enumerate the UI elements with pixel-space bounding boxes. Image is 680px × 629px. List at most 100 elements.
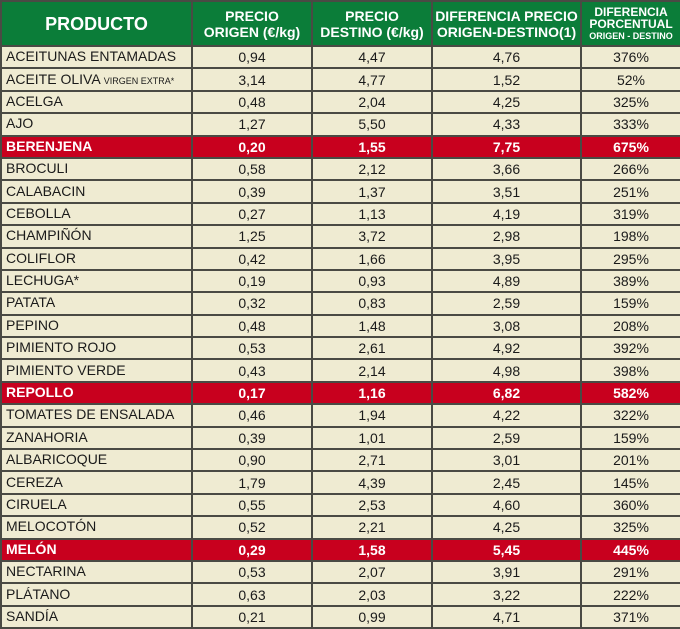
price-difference: 4,89 <box>431 268 582 294</box>
table-row: LECHUGA* 0,19 0,93 4,89 389% <box>0 268 680 294</box>
destination-price: 2,12 <box>311 156 433 182</box>
origin-price: 0,48 <box>191 313 313 339</box>
destination-price: 1,16 <box>311 380 433 406</box>
origin-price: 0,20 <box>191 134 313 159</box>
percent-difference: 392% <box>580 336 680 361</box>
price-difference: 4,25 <box>431 89 582 115</box>
header-destination-price: PRECIO DESTINO (€/kg) <box>311 0 433 47</box>
price-difference: 3,95 <box>431 246 582 271</box>
table-row: ACELGA 0,48 2,04 4,25 325% <box>0 89 680 115</box>
product-name: LECHUGA* <box>0 268 193 294</box>
price-difference: 4,92 <box>431 336 582 361</box>
destination-price: 4,39 <box>311 470 433 495</box>
origin-price: 0,39 <box>191 425 313 451</box>
origin-price: 0,43 <box>191 358 313 383</box>
percent-difference: 52% <box>580 67 680 92</box>
origin-price: 0,27 <box>191 201 313 227</box>
origin-price: 0,90 <box>191 448 313 473</box>
price-difference: 4,76 <box>431 44 582 70</box>
header-origin-price: PRECIO ORIGEN (€/kg) <box>191 0 313 47</box>
destination-price: 2,03 <box>311 582 433 607</box>
table-row: ZANAHORIA 0,39 1,01 2,59 159% <box>0 425 680 451</box>
product-name: ZANAHORIA <box>0 425 193 451</box>
table-row: BERENJENA 0,20 1,55 7,75 675% <box>0 134 680 159</box>
percent-difference: 222% <box>580 582 680 607</box>
price-difference: 3,01 <box>431 448 582 473</box>
table-row: CHAMPIÑÓN 1,25 3,72 2,98 198% <box>0 224 680 249</box>
destination-price: 0,93 <box>311 268 433 294</box>
price-difference: 2,98 <box>431 224 582 249</box>
price-difference: 4,25 <box>431 515 582 540</box>
percent-difference: 208% <box>580 313 680 339</box>
destination-price: 1,58 <box>311 537 433 563</box>
header-row: PRODUCTO PRECIO ORIGEN (€/kg) PRECIO DESTI… <box>0 0 680 47</box>
price-difference: 2,59 <box>431 291 582 316</box>
table-row: SANDÍA 0,21 0,99 4,71 371% <box>0 604 680 629</box>
product-name: PIMIENTO ROJO <box>0 336 193 361</box>
percent-difference: 333% <box>580 112 680 137</box>
origin-price: 0,17 <box>191 380 313 406</box>
percent-difference: 389% <box>580 268 680 294</box>
percent-difference: 291% <box>580 559 680 585</box>
destination-price: 1,01 <box>311 425 433 451</box>
table-row: COLIFLOR 0,42 1,66 3,95 295% <box>0 246 680 271</box>
product-name: COLIFLOR <box>0 246 193 271</box>
destination-price: 2,14 <box>311 358 433 383</box>
destination-price: 4,77 <box>311 67 433 92</box>
product-name: CIRUELA <box>0 492 193 518</box>
percent-difference: 398% <box>580 358 680 383</box>
product-name: REPOLLO <box>0 380 193 406</box>
price-difference: 1,52 <box>431 67 582 92</box>
price-difference: 6,82 <box>431 380 582 406</box>
product-name: CEREZA <box>0 470 193 495</box>
origin-price: 0,53 <box>191 559 313 585</box>
table-row: PIMIENTO ROJO 0,53 2,61 4,92 392% <box>0 336 680 361</box>
price-difference: 4,71 <box>431 604 582 629</box>
product-name: PEPINO <box>0 313 193 339</box>
product-name: ALBARICOQUE <box>0 448 193 473</box>
origin-price: 0,63 <box>191 582 313 607</box>
table-row: BROCULI 0,58 2,12 3,66 266% <box>0 156 680 182</box>
destination-price: 1,37 <box>311 179 433 204</box>
product-name: CEBOLLA <box>0 201 193 227</box>
product-name: TOMATES DE ENSALADA <box>0 403 193 428</box>
origin-price: 1,25 <box>191 224 313 249</box>
header-product: PRODUCTO <box>0 0 193 47</box>
percent-difference: 266% <box>580 156 680 182</box>
percent-difference: 582% <box>580 380 680 406</box>
percent-difference: 251% <box>580 179 680 204</box>
origin-price: 0,21 <box>191 604 313 629</box>
destination-price: 0,99 <box>311 604 433 629</box>
table-row: PIMIENTO VERDE 0,43 2,14 4,98 398% <box>0 358 680 383</box>
origin-price: 0,94 <box>191 44 313 70</box>
origin-price: 0,29 <box>191 537 313 563</box>
table-row: MELOCOTÓN 0,52 2,21 4,25 325% <box>0 515 680 540</box>
destination-price: 4,47 <box>311 44 433 70</box>
product-name: MELOCOTÓN <box>0 515 193 540</box>
percent-difference: 198% <box>580 224 680 249</box>
product-name: NECTARINA <box>0 559 193 585</box>
destination-price: 2,21 <box>311 515 433 540</box>
product-name: CALABACIN <box>0 179 193 204</box>
destination-price: 1,48 <box>311 313 433 339</box>
header-percent-difference: DIFERENCIA PORCENTUAL ORIGEN - DESTINO <box>580 0 680 47</box>
product-name: SANDÍA <box>0 604 193 629</box>
origin-price: 0,55 <box>191 492 313 518</box>
product-name: ACEITUNAS ENTAMADAS <box>0 44 193 70</box>
product-name: PATATA <box>0 291 193 316</box>
price-difference: 4,33 <box>431 112 582 137</box>
price-difference: 7,75 <box>431 134 582 159</box>
destination-price: 2,71 <box>311 448 433 473</box>
percent-difference: 159% <box>580 291 680 316</box>
origin-price: 0,52 <box>191 515 313 540</box>
percent-difference: 376% <box>580 44 680 70</box>
table-row: TOMATES DE ENSALADA 0,46 1,94 4,22 322% <box>0 403 680 428</box>
origin-price: 1,79 <box>191 470 313 495</box>
table-row: PATATA 0,32 0,83 2,59 159% <box>0 291 680 316</box>
destination-price: 2,61 <box>311 336 433 361</box>
table-row: ACEITUNAS ENTAMADAS 0,94 4,47 4,76 376% <box>0 44 680 70</box>
price-difference: 4,19 <box>431 201 582 227</box>
origin-price: 3,14 <box>191 67 313 92</box>
table-row: CALABACIN 0,39 1,37 3,51 251% <box>0 179 680 204</box>
